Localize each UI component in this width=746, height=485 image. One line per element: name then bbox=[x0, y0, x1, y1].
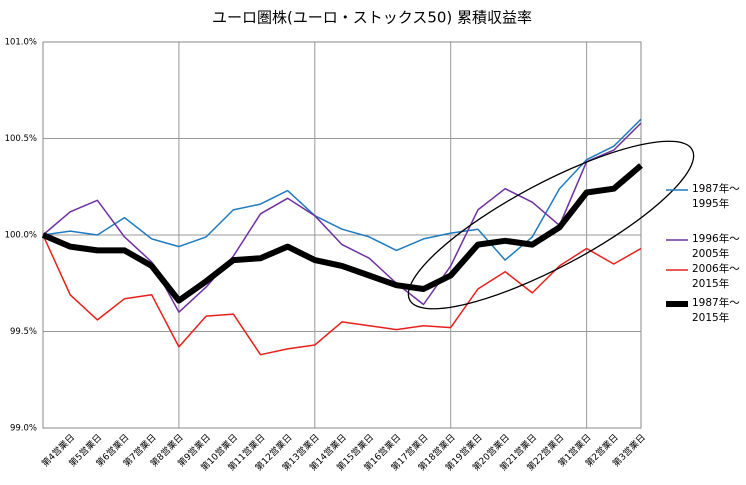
y-tick-label: 99.5% bbox=[10, 327, 37, 337]
legend-label: 2006年～ 2015年 bbox=[692, 263, 740, 290]
series-line bbox=[41, 163, 643, 304]
legend-label: 1996年～ 2005年 bbox=[692, 233, 740, 260]
series-line bbox=[42, 118, 642, 261]
y-tick-label: 99.0% bbox=[10, 424, 37, 434]
y-tick-label: 100.5% bbox=[5, 134, 37, 144]
legend-label: 1987年～ 1995年 bbox=[692, 183, 740, 210]
chart-title: ユーロ圏株(ユーロ・ストックス50) 累積収益率 bbox=[212, 9, 532, 27]
y-tick-label: 101.0% bbox=[5, 38, 37, 48]
legend-label: 1987年～ 2015年 bbox=[692, 297, 740, 324]
series-line bbox=[42, 122, 642, 313]
y-tick-label: 100.0% bbox=[5, 231, 37, 241]
highlight-ellipse bbox=[407, 140, 695, 310]
series-line bbox=[42, 234, 642, 356]
